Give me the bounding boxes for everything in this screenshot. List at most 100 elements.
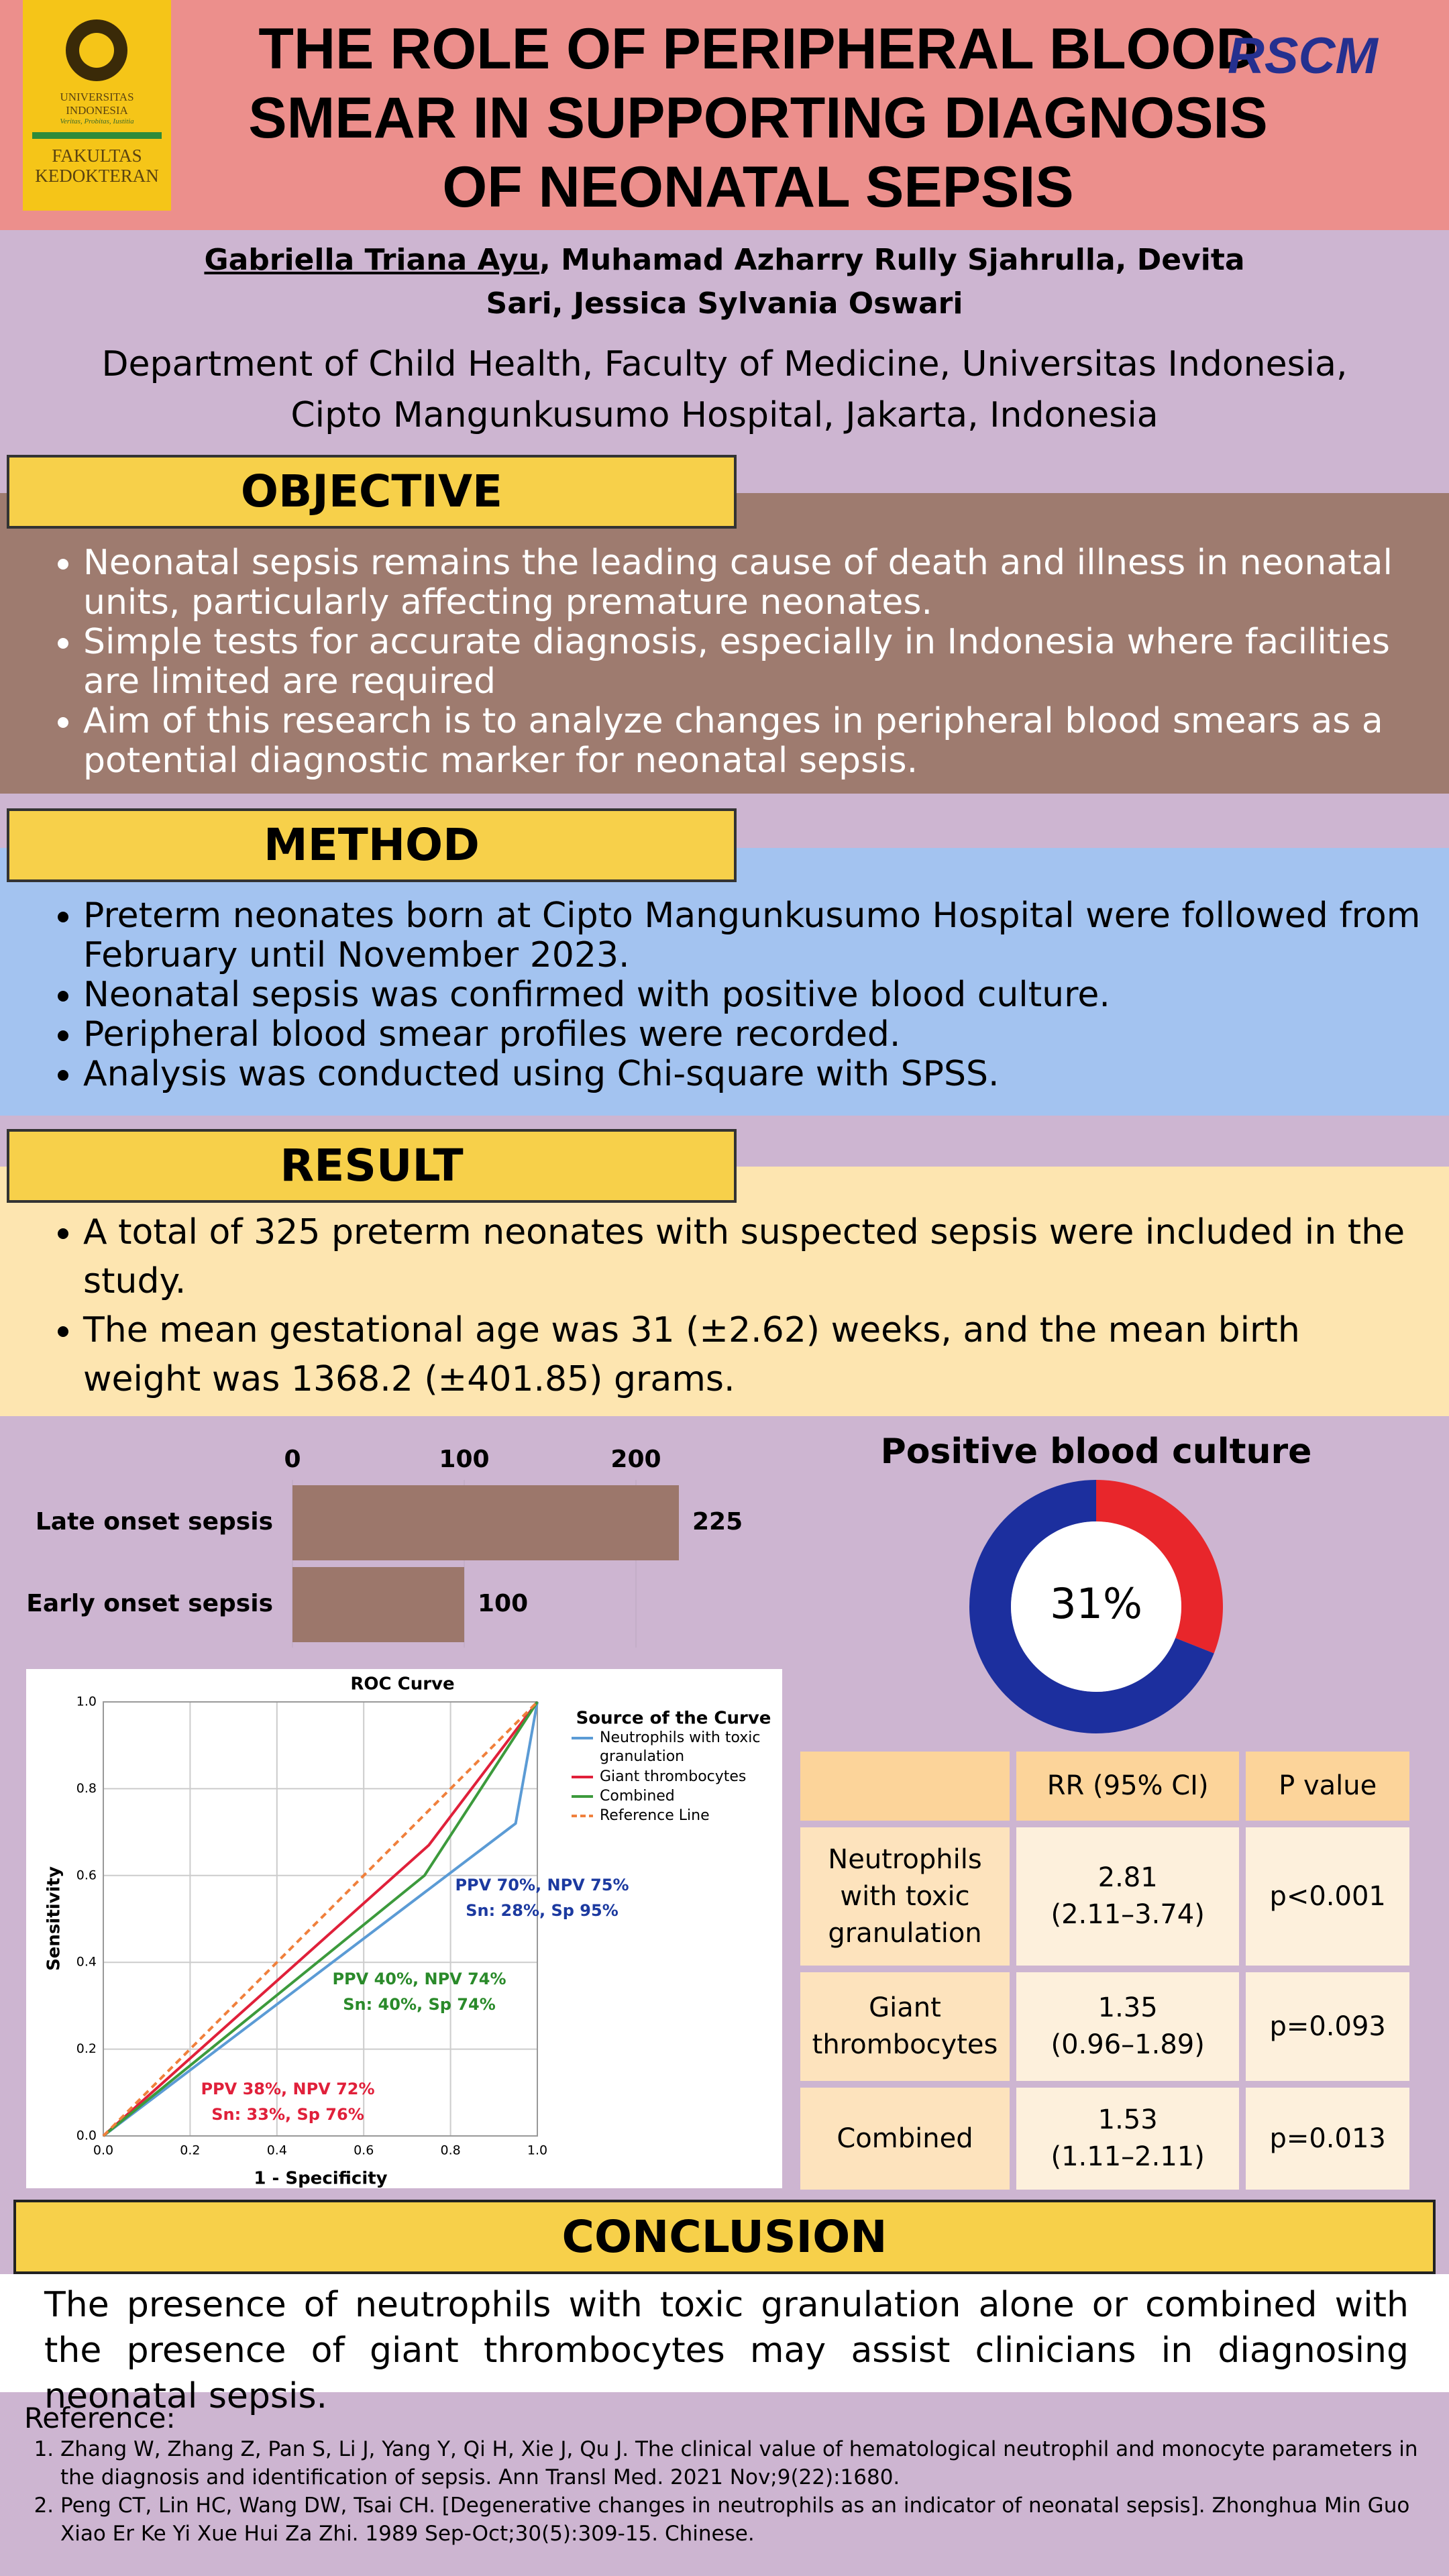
poster-title: THE ROLE OF PERIPHERAL BLOOD SMEAR IN SU… bbox=[248, 17, 1268, 219]
roc-line bbox=[102, 1701, 539, 2137]
annotation: PPV 40%, NPV 74% bbox=[332, 1970, 506, 1988]
header-cell bbox=[800, 1752, 1010, 1821]
x-tick-label: 100 bbox=[439, 1446, 489, 1473]
y-tick-label: 1.0 bbox=[76, 1695, 97, 1709]
rr-table: RR (95% CI) P value Neutrophils with tox… bbox=[794, 1745, 1416, 2196]
table-row: Neutrophils with toxic granulation 2.81 (… bbox=[800, 1827, 1409, 1966]
roc-line bbox=[102, 1701, 539, 2137]
x-tick-label: 0.4 bbox=[267, 2143, 287, 2158]
objective-item: Neonatal sepsis remains the leading caus… bbox=[83, 543, 1422, 623]
chart-title: ROC Curve bbox=[350, 1674, 454, 1695]
x-tick-label: 0.8 bbox=[440, 2143, 460, 2158]
reference: Zhang W, Zhang Z, Pan S, Li J, Yang Y, Q… bbox=[60, 2435, 1426, 2491]
legend-label: Reference Line bbox=[600, 1807, 710, 1824]
conclusion-text: The presence of neutrophils with toxic g… bbox=[0, 2274, 1449, 2416]
rr-cell: 1.35 (0.96–1.89) bbox=[1016, 1972, 1240, 2081]
section-heading: OBJECTIVE bbox=[7, 455, 737, 529]
chart-title: Positive blood culture bbox=[881, 1432, 1312, 1472]
annotation: PPV 70%, NPV 75% bbox=[455, 1876, 629, 1894]
x-axis-label: 1 - Specificity bbox=[254, 2169, 387, 2189]
annotation: Sn: 40%, Sp 74% bbox=[343, 1995, 496, 2014]
objective-item: Simple tests for accurate diagnosis, esp… bbox=[83, 623, 1422, 702]
references-heading: Reference: bbox=[24, 2402, 176, 2434]
ci: (0.96–1.89) bbox=[1051, 2029, 1205, 2060]
value-label: 225 bbox=[692, 1508, 743, 1536]
y-tick-label: 0.8 bbox=[76, 1781, 97, 1796]
result-item: A total of 325 preterm neonates with sus… bbox=[83, 1208, 1422, 1306]
row-label: Giant thrombocytes bbox=[800, 1972, 1010, 2081]
legend-label: Giant thrombocytes bbox=[600, 1768, 746, 1785]
legend-label: Neutrophils with toxic granulation bbox=[600, 1729, 760, 1765]
section-heading: METHOD bbox=[7, 808, 737, 882]
y-tick-label: 0.0 bbox=[76, 2129, 97, 2143]
p-cell: p=0.093 bbox=[1246, 1972, 1409, 2081]
charts: 0 100 200 Late onset sepsis 225 Early onset s… bbox=[26, 1432, 1312, 2189]
value-label: 100 bbox=[478, 1590, 528, 1617]
table-row: Combined 1.53 (1.11–2.11) p=0.013 bbox=[800, 2088, 1409, 2190]
logo-ui: UNIVERSITAS INDONESIA Veritas, Probitas,… bbox=[23, 0, 171, 211]
annotation: PPV 38%, NPV 72% bbox=[201, 2080, 374, 2098]
result-item: The mean gestational age was 31 (±2.62) … bbox=[83, 1306, 1422, 1404]
logo-faculty: KEDOKTERAN bbox=[35, 166, 159, 186]
method-item: Preterm neonates born at Cipto Mangunkus… bbox=[83, 896, 1422, 975]
header bbox=[0, 0, 1449, 230]
x-tick-label: 200 bbox=[610, 1446, 661, 1473]
header-cell: P value bbox=[1246, 1752, 1409, 1821]
chart-panel bbox=[26, 1669, 782, 2188]
category-label: Early onset sepsis bbox=[26, 1590, 273, 1617]
reference: Peng CT, Lin HC, Wang DW, Tsai CH. [Dege… bbox=[60, 2491, 1426, 2548]
emblem bbox=[66, 19, 127, 81]
p-cell: p<0.001 bbox=[1246, 1827, 1409, 1966]
result-body: A total of 325 preterm neonates with sus… bbox=[0, 1167, 1449, 1416]
legend-title: Source of the Curve bbox=[576, 1709, 771, 1729]
annotation: Sn: 33%, Sp 76% bbox=[211, 2105, 364, 2124]
bar bbox=[292, 1485, 679, 1560]
method-body: Preterm neonates born at Cipto Mangunkus… bbox=[0, 848, 1449, 1116]
table-header: RR (95% CI) P value bbox=[800, 1752, 1409, 1821]
ci: (2.11–3.74) bbox=[1051, 1899, 1205, 1930]
rr-cell: 2.81 (2.11–3.74) bbox=[1016, 1827, 1240, 1966]
x-tick-label: 0.6 bbox=[354, 2143, 374, 2158]
donut-segment bbox=[1096, 1480, 1223, 1654]
affiliation: Department of Child Health, Faculty of M… bbox=[101, 344, 1348, 435]
y-tick-label: 0.2 bbox=[76, 2041, 97, 2056]
rr: 1.35 bbox=[1097, 1992, 1158, 2023]
donut-hole bbox=[1011, 1521, 1181, 1692]
method-item: Analysis was conducted using Chi-square … bbox=[83, 1055, 1422, 1094]
legend-label: Combined bbox=[600, 1788, 675, 1805]
plot-frame bbox=[103, 1701, 538, 2137]
header-cell: RR (95% CI) bbox=[1016, 1752, 1240, 1821]
section-heading: RESULT bbox=[7, 1129, 737, 1203]
rr: 1.53 bbox=[1097, 2104, 1158, 2135]
y-tick-label: 0.4 bbox=[76, 1955, 97, 1970]
co-authors: , Muhamad Azharry Rully Sjahrulla, Devit… bbox=[486, 243, 1245, 321]
method-item: Peripheral blood smear profiles were rec… bbox=[83, 1015, 1422, 1055]
ci: (1.11–2.11) bbox=[1051, 2141, 1205, 2172]
center-label: 31% bbox=[1050, 1579, 1142, 1628]
row-label: Neutrophils with toxic granulation bbox=[800, 1827, 1010, 1966]
objective-body: Neonatal sepsis remains the leading caus… bbox=[0, 493, 1449, 794]
category-label: Late onset sepsis bbox=[36, 1508, 273, 1536]
p-cell: p=0.013 bbox=[1246, 2088, 1409, 2190]
annotation: Sn: 28%, Sp 95% bbox=[466, 1901, 619, 1920]
presenter: Gabriella Triana Ayu bbox=[204, 243, 540, 277]
rr-cell: 1.53 (1.11–2.11) bbox=[1016, 2088, 1240, 2190]
x-tick-label: 0 bbox=[284, 1446, 301, 1473]
rr: 2.81 bbox=[1097, 1862, 1158, 1893]
references: Reference: Zhang W, Zhang Z, Pan S, Li J… bbox=[0, 2392, 1449, 2576]
x-tick-label: 0.2 bbox=[180, 2143, 200, 2158]
x-tick-label: 1.0 bbox=[527, 2143, 547, 2158]
logo-faculty: FAKULTAS bbox=[52, 146, 142, 166]
table-row: Giant thrombocytes 1.35 (0.96–1.89) p=0.0… bbox=[800, 1972, 1409, 2081]
y-tick-label: 0.6 bbox=[76, 1868, 97, 1882]
logo-motto: Veritas, Probitas, Iustitia bbox=[60, 117, 134, 125]
bar bbox=[292, 1567, 464, 1642]
authors: Gabriella Triana Ayu, Muhamad Azharry Ru… bbox=[67, 238, 1382, 325]
logo-text: UNIVERSITAS bbox=[60, 91, 134, 103]
method-item: Neonatal sepsis was confirmed with posit… bbox=[83, 975, 1422, 1015]
logo-bar bbox=[32, 132, 162, 139]
logo-text: INDONESIA bbox=[66, 104, 128, 117]
logo-rscm: RSCM bbox=[1228, 28, 1378, 85]
